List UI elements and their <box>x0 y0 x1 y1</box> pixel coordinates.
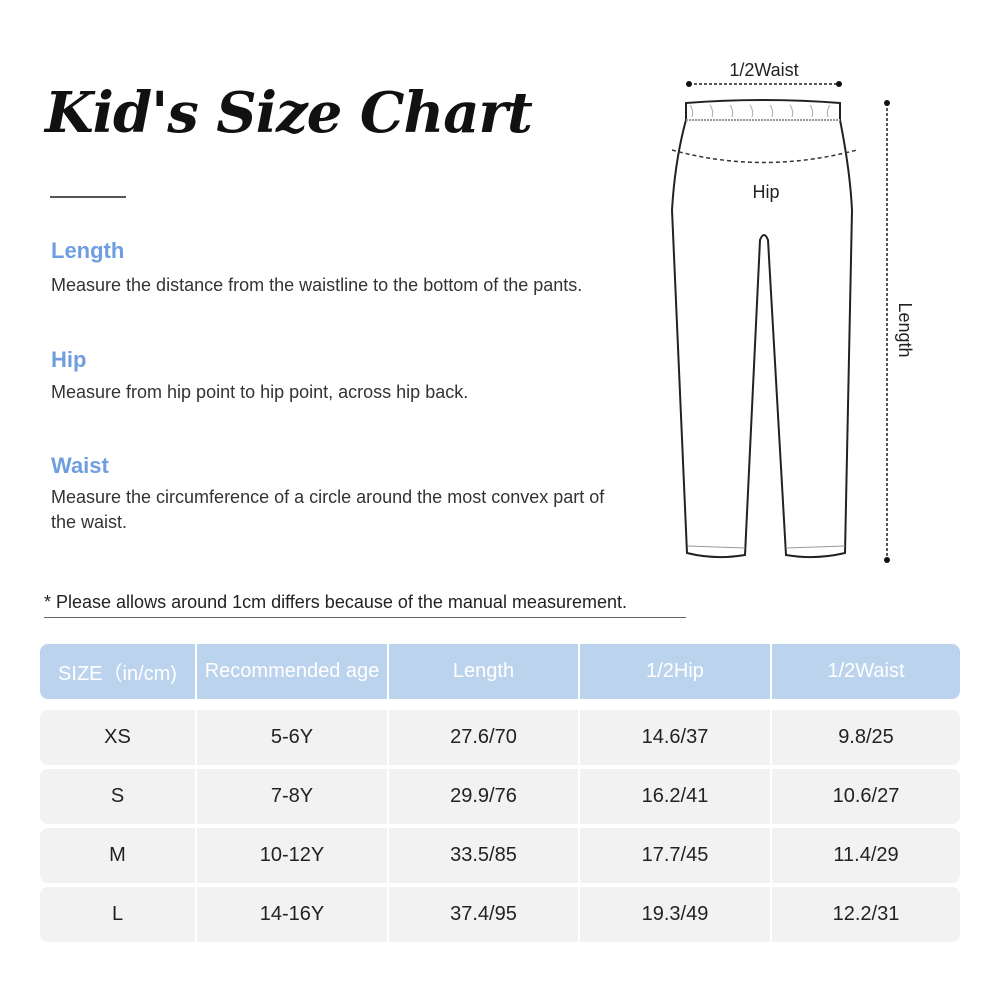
pants-outline <box>670 99 854 559</box>
table-cell: 29.9/76 <box>389 769 578 824</box>
hip-description: Measure from hip point to hip point, acr… <box>51 382 469 402</box>
table-cell: 37.4/95 <box>389 887 578 942</box>
table-cell: M <box>40 828 195 883</box>
table-cell: 5-6Y <box>197 710 387 765</box>
pants-diagram: 1/2Waist Hip Length <box>670 60 915 563</box>
table-cell: 12.2/31 <box>772 887 960 942</box>
table-cell: S <box>40 769 195 824</box>
table-cell: L <box>40 887 195 942</box>
hip-heading: Hip <box>51 347 87 372</box>
table-cell: 14-16Y <box>197 887 387 942</box>
table-cell: 33.5/85 <box>389 828 578 883</box>
table-cell: 10.6/27 <box>772 769 960 824</box>
hip-measure-line <box>671 149 858 164</box>
table-cell: 27.6/70 <box>389 710 578 765</box>
header-age: Recommended age <box>197 644 387 699</box>
length-heading: Length <box>51 238 125 263</box>
page-title: Kid's Size Chart <box>45 80 533 146</box>
waist-heading: Waist <box>51 453 109 478</box>
header-waist: 1/2Waist <box>772 644 960 699</box>
table-cell: 11.4/29 <box>772 828 960 883</box>
table-cell: 14.6/37 <box>580 710 770 765</box>
length-description: Measure the distance from the waistline … <box>51 275 583 295</box>
table-cell: XS <box>40 710 195 765</box>
table-cell: 16.2/41 <box>580 769 770 824</box>
header-hip: 1/2Hip <box>580 644 770 699</box>
measurement-note: * Please allows around 1cm differs becau… <box>44 592 686 618</box>
header-length: Length <box>389 644 578 699</box>
length-label: Length <box>895 302 915 357</box>
waist-description: Measure the circumference of a circle ar… <box>51 487 605 532</box>
title-divider <box>50 196 126 198</box>
hip-label: Hip <box>752 182 779 202</box>
table-cell: 7-8Y <box>197 769 387 824</box>
table-cell: 17.7/45 <box>580 828 770 883</box>
table-cell: 9.8/25 <box>772 710 960 765</box>
table-cell: 10-12Y <box>197 828 387 883</box>
table-cell: 19.3/49 <box>580 887 770 942</box>
header-size: SIZE（in/cm) <box>40 644 195 699</box>
waist-label: 1/2Waist <box>729 60 798 80</box>
